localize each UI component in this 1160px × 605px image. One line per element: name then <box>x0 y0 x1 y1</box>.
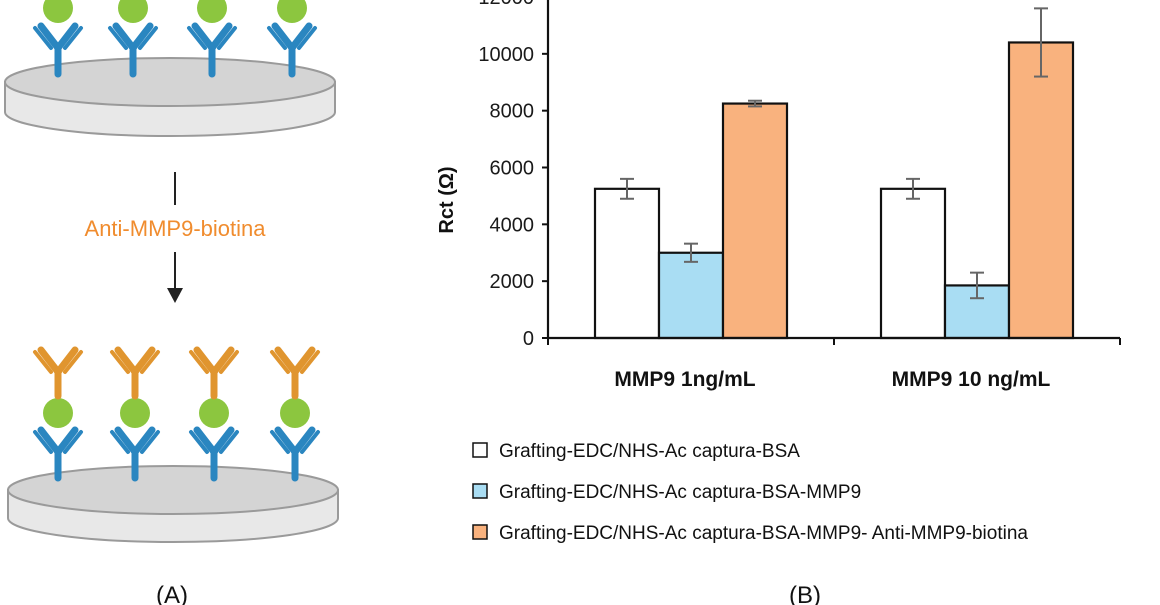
panel-a-schematic: Anti-MMP9-biotina (A) <box>4 0 339 605</box>
legend-item-anti-mmp9: Grafting-EDC/NHS-Ac captura-BSA-MMP9- An… <box>472 523 1028 544</box>
bottom-electrode-plate <box>7 465 339 543</box>
y-axis-label: Rct (Ω) <box>436 166 458 233</box>
y-axis-ticks: 0 2000 4000 6000 8000 10000 12000 <box>478 0 548 350</box>
y-tick-label: 0 <box>523 328 534 350</box>
y-tick-label: 10000 <box>478 44 534 66</box>
y-tick-label: 8000 <box>490 101 535 123</box>
y-tick-label: 4000 <box>490 214 535 236</box>
bar <box>721 102 789 340</box>
top-electrode-plate <box>4 57 336 137</box>
legend-item-bsa: Grafting-EDC/NHS-Ac captura-BSA <box>472 441 800 462</box>
step-label: Anti-MMP9-biotina <box>85 216 267 241</box>
bar <box>657 251 725 340</box>
legend-label-anti-mmp9: Grafting-EDC/NHS-Ac captura-BSA-MMP9- An… <box>499 523 1028 544</box>
chart-legend: Grafting-EDC/NHS-Ac captura-BSA Grafting… <box>472 441 1028 544</box>
y-tick-label: 12000 <box>478 0 534 9</box>
category-labels: MMP9 1ng/mL MMP9 10 ng/mL <box>614 368 1050 391</box>
arrow-down-icon <box>167 288 183 303</box>
axes <box>546 0 1121 345</box>
rct-bar-chart: Rct (Ω) 0 2000 4000 6000 8000 10000 12000 MMP9… <box>436 0 1121 391</box>
y-tick-label: 2000 <box>490 271 535 293</box>
top-antigens <box>43 0 307 23</box>
panel-a-label: (A) <box>156 582 188 605</box>
bars <box>593 41 1075 340</box>
legend-label-bsa-mmp9: Grafting-EDC/NHS-Ac captura-BSA-MMP9 <box>499 482 861 503</box>
bar <box>879 187 947 340</box>
legend-item-bsa-mmp9: Grafting-EDC/NHS-Ac captura-BSA-MMP9 <box>472 482 861 503</box>
x-category-label: MMP9 10 ng/mL <box>892 368 1051 391</box>
bottom-antigens <box>43 398 310 428</box>
y-tick-label: 6000 <box>490 158 535 180</box>
detection-antibodies <box>35 350 318 396</box>
panel-b-label: (B) <box>789 582 821 605</box>
bar <box>1007 41 1075 340</box>
x-category-label: MMP9 1ng/mL <box>614 368 755 391</box>
bar <box>593 187 661 340</box>
legend-label-bsa: Grafting-EDC/NHS-Ac captura-BSA <box>499 441 800 462</box>
error-bars <box>620 7 1048 300</box>
